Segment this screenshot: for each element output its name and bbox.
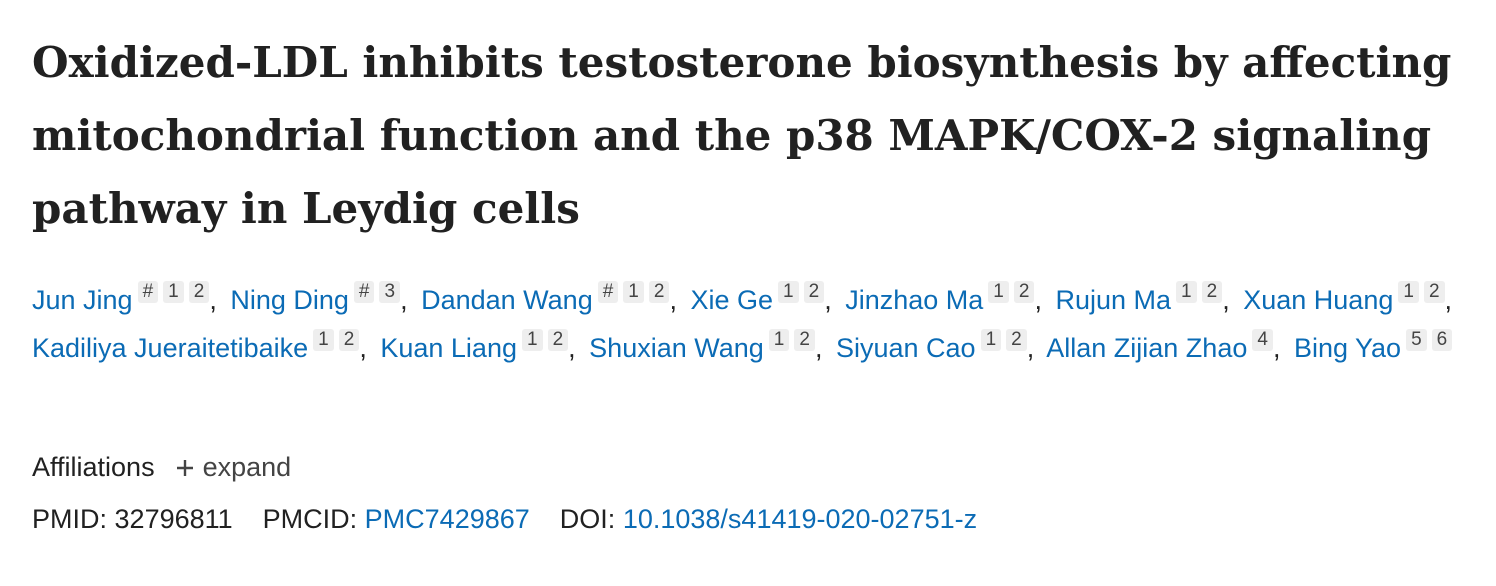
- affiliation-marker[interactable]: 2: [794, 329, 815, 351]
- author-name[interactable]: Xuan Huang: [1243, 285, 1394, 315]
- affiliation-marker[interactable]: #: [353, 281, 375, 303]
- identifiers: PMID: 32796811 PMCID: PMC7429867 DOI: 10.1…: [32, 504, 1007, 535]
- author: Jun Jing #1 2,: [32, 281, 223, 315]
- author-name[interactable]: Kuan Liang: [380, 333, 517, 363]
- separator: ,: [669, 285, 677, 315]
- affiliation-marker[interactable]: 2: [803, 281, 825, 303]
- expand-button[interactable]: expand: [175, 452, 292, 483]
- author: Kuan Liang 1 2,: [380, 329, 581, 363]
- affiliation-marker[interactable]: 2: [338, 329, 360, 351]
- author-name[interactable]: Rujun Ma: [1055, 285, 1172, 315]
- affiliations-label: Affiliations: [32, 452, 155, 482]
- affiliation-marker[interactable]: 1: [521, 329, 543, 351]
- identifier-link[interactable]: 10.1038/s41419-020-02751-z: [622, 504, 978, 534]
- author: Ning Ding #3,: [230, 281, 413, 315]
- separator: ,: [1222, 285, 1230, 315]
- separator: ,: [209, 285, 217, 315]
- identifier: PMID: 32796811: [32, 504, 233, 534]
- author: Siyuan Cao 1 2,: [835, 329, 1040, 363]
- separator: ,: [1444, 285, 1453, 315]
- affiliation-marker[interactable]: 1: [1398, 281, 1419, 303]
- author-name[interactable]: Kadiliya Jueraitetibaike: [32, 333, 309, 363]
- author: Allan Zijian Zhao 4,: [1046, 329, 1286, 363]
- separator: ,: [1026, 333, 1035, 363]
- separator: ,: [824, 285, 832, 315]
- affiliation-marker[interactable]: #: [597, 281, 619, 303]
- affiliation-marker[interactable]: 2: [1006, 329, 1027, 351]
- separator: ,: [1272, 333, 1281, 363]
- identifier-label: DOI:: [559, 504, 616, 534]
- affiliation-marker[interactable]: 1: [1176, 281, 1197, 303]
- affiliation-marker[interactable]: 2: [547, 329, 569, 351]
- affiliation-marker[interactable]: 1: [778, 281, 799, 303]
- affiliation-marker[interactable]: 1: [768, 329, 790, 351]
- identifier: PMCID: PMC7429867: [263, 504, 530, 534]
- affiliation-marker[interactable]: #: [137, 281, 159, 303]
- author: Jinzhao Ma 1 2,: [845, 281, 1048, 315]
- affiliation-marker[interactable]: 1: [980, 329, 1002, 351]
- affiliation-marker[interactable]: 1: [623, 281, 644, 303]
- separator: ,: [400, 285, 408, 315]
- separator: ,: [359, 333, 367, 363]
- identifier-label: PMCID:: [262, 504, 358, 534]
- separator: ,: [814, 333, 823, 363]
- author: Xuan Huang 1 2,: [1243, 281, 1458, 315]
- affiliation-marker[interactable]: 4: [1252, 329, 1273, 351]
- author-name[interactable]: Bing Yao: [1293, 333, 1402, 363]
- article-title: Oxidized-LDL inhibits testosterone biosy…: [32, 38, 1452, 233]
- affiliation-marker[interactable]: 1: [313, 329, 334, 351]
- author-name[interactable]: Dandan Wang: [421, 285, 593, 315]
- author-name[interactable]: Ning Ding: [230, 285, 349, 315]
- author-name[interactable]: Xie Ge: [690, 285, 774, 315]
- affiliation-marker[interactable]: 2: [1423, 281, 1445, 303]
- affiliation-marker[interactable]: 1: [988, 281, 1009, 303]
- expand-label: expand: [202, 452, 292, 482]
- affiliations: Affiliations expand: [32, 452, 291, 483]
- identifier-link[interactable]: PMC7429867: [364, 504, 530, 534]
- affiliation-marker[interactable]: 2: [648, 281, 670, 303]
- author-name[interactable]: Siyuan Cao: [835, 333, 976, 363]
- author: Xie Ge 1 2,: [690, 281, 837, 315]
- author: Rujun Ma 1 2,: [1055, 281, 1235, 315]
- author: Shuxian Wang 1 2,: [589, 329, 828, 363]
- identifier-value: 32796811: [114, 504, 233, 534]
- author-name[interactable]: Jinzhao Ma: [845, 285, 984, 315]
- affiliation-marker[interactable]: 6: [1431, 329, 1453, 351]
- author-name[interactable]: Shuxian Wang: [589, 333, 764, 363]
- author-name[interactable]: Jun Jing: [32, 285, 133, 315]
- author: Dandan Wang #1 2,: [421, 281, 683, 315]
- affiliation-marker[interactable]: 2: [188, 281, 210, 303]
- author: Kadiliya Jueraitetibaike 1 2,: [32, 329, 373, 363]
- authors-list: Jun Jing #1 2, Ning Ding #3, Dandan Wang #1 2…: [32, 276, 1472, 372]
- author-name[interactable]: Allan Zijian Zhao: [1046, 333, 1248, 363]
- identifier: DOI: 10.1038/s41419-020-02751-z: [560, 504, 977, 534]
- affiliation-marker[interactable]: 1: [163, 281, 184, 303]
- identifier-label: PMID:: [32, 504, 108, 534]
- author: Bing Yao 5 6: [1293, 329, 1453, 363]
- plus-icon: [176, 459, 193, 476]
- affiliation-marker[interactable]: 3: [379, 281, 401, 303]
- affiliation-marker[interactable]: 2: [1201, 281, 1223, 303]
- affiliation-marker[interactable]: 2: [1013, 281, 1035, 303]
- affiliation-marker[interactable]: 5: [1406, 329, 1427, 351]
- separator: ,: [1034, 285, 1042, 315]
- separator: ,: [568, 333, 576, 363]
